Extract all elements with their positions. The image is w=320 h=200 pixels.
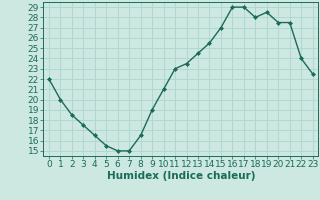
X-axis label: Humidex (Indice chaleur): Humidex (Indice chaleur): [107, 171, 255, 181]
